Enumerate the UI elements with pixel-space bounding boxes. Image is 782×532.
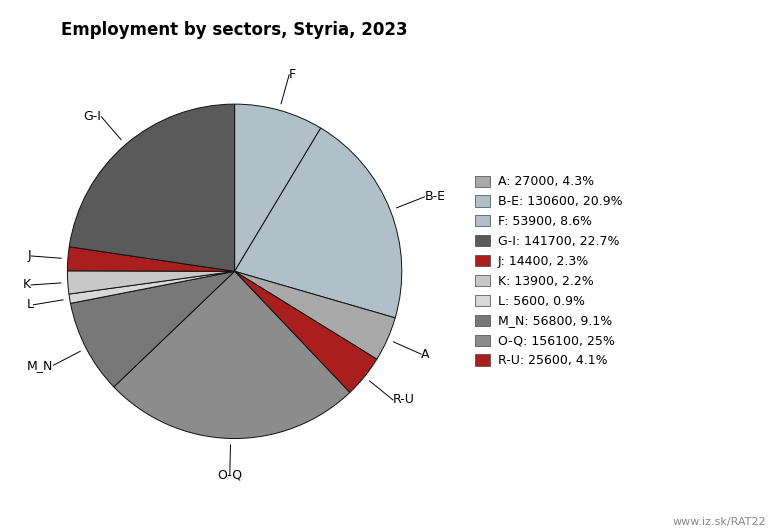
Text: K: K xyxy=(23,278,31,292)
Wedge shape xyxy=(235,271,377,393)
Wedge shape xyxy=(114,271,350,438)
Text: B-E: B-E xyxy=(425,190,446,203)
Wedge shape xyxy=(70,271,235,387)
Text: F: F xyxy=(289,68,296,81)
Wedge shape xyxy=(235,271,395,359)
Wedge shape xyxy=(235,104,321,271)
Text: A: A xyxy=(421,347,429,361)
Text: G-I: G-I xyxy=(84,110,102,123)
Text: Employment by sectors, Styria, 2023: Employment by sectors, Styria, 2023 xyxy=(61,21,408,39)
Wedge shape xyxy=(69,271,235,303)
Wedge shape xyxy=(70,104,235,271)
Text: O-Q: O-Q xyxy=(217,469,242,482)
Wedge shape xyxy=(235,128,402,318)
Wedge shape xyxy=(67,271,235,294)
Text: M_N: M_N xyxy=(27,359,53,372)
Text: R-U: R-U xyxy=(393,393,414,406)
Text: J: J xyxy=(27,250,31,262)
Wedge shape xyxy=(67,247,235,271)
Text: L: L xyxy=(27,298,34,311)
Text: www.iz.sk/RAT22: www.iz.sk/RAT22 xyxy=(673,517,766,527)
Legend: A: 27000, 4.3%, B-E: 130600, 20.9%, F: 53900, 8.6%, G-I: 141700, 22.7%, J: 14400: A: 27000, 4.3%, B-E: 130600, 20.9%, F: 5… xyxy=(475,176,622,367)
